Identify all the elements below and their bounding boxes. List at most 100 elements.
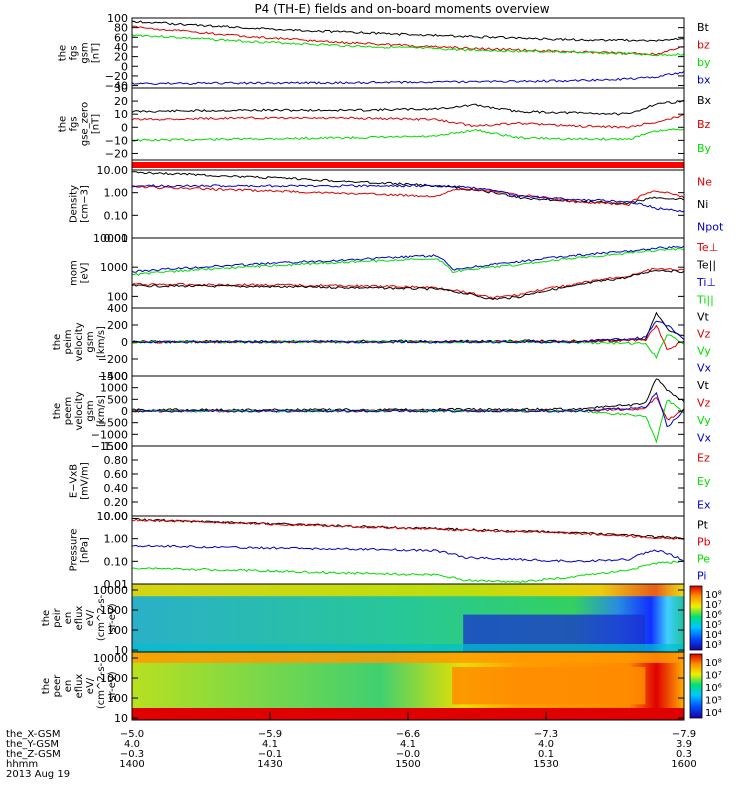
y-axis-label: [nPa]: [80, 537, 91, 563]
y-axis-label: the: [52, 403, 63, 419]
legend-label-Te||: Te||: [696, 258, 716, 271]
legend-label-Pb: Pb: [697, 536, 711, 549]
y-axis-label: [eV]: [80, 263, 91, 284]
y-tick-label: 0.20: [104, 496, 129, 509]
y-tick-label: 0: [121, 336, 128, 349]
legend-label-Vz: Vz: [697, 396, 711, 409]
legend-label-Vy: Vy: [697, 414, 711, 427]
y-tick-label: 0: [121, 121, 128, 134]
y-axis-label: Density: [69, 185, 80, 223]
y-tick-label: −40: [105, 80, 128, 93]
panel-5: 400 200 0 −200 −400 the peim velocity gsm [km/s] V…: [52, 302, 712, 383]
legend-label-Vx: Vx: [697, 431, 712, 444]
series-line-by: [131, 33, 685, 57]
series-line-Vz: [131, 324, 685, 350]
y-axis-label: the: [58, 116, 69, 132]
y-tick-label: 100: [107, 12, 128, 25]
legend-label-Bx: Bx: [697, 94, 712, 107]
colorbar-tick-label: 10⁷: [705, 671, 722, 682]
y-axis-label: en: [63, 680, 74, 693]
y-axis-label: peem: [63, 397, 74, 425]
y-tick-label: −1000: [91, 428, 128, 441]
legend-label-Ey: Ey: [697, 475, 711, 488]
y-axis-label: eflux: [74, 674, 85, 699]
y-tick-label: −1500: [91, 440, 128, 453]
series-line-By: [131, 128, 685, 142]
y-axis-label: peim: [63, 329, 74, 354]
y-tick-label: 10000: [93, 584, 128, 597]
x-axis-value: −0.1: [258, 749, 282, 760]
x-axis-row-label: the_X-GSM: [6, 729, 60, 740]
x-axis-value: −6.6: [396, 729, 420, 740]
panel-frame: [131, 159, 685, 171]
y-tick-label: 400: [107, 302, 128, 315]
y-tick-label: 80: [114, 22, 128, 35]
x-axis-value: −0.0: [396, 749, 420, 760]
legend-label-Ez: Ez: [697, 452, 710, 465]
y-tick-label: 10000: [93, 232, 128, 245]
panel-frame: [131, 169, 685, 239]
y-axis-label: sr-eV): [107, 603, 118, 632]
x-axis-value: 0.3: [676, 749, 692, 760]
y-tick-label: 1000: [100, 261, 128, 274]
y-tick-label: 30: [114, 82, 128, 95]
y-tick-label: −20: [105, 70, 128, 83]
colorbar-tick-label: 10⁴: [705, 630, 722, 641]
y-tick-label: 10.00: [97, 510, 129, 523]
legend-label-Vx: Vx: [697, 362, 712, 375]
x-axis-row-label: the_Y-GSM: [6, 739, 59, 750]
y-tick-label: −400: [98, 370, 128, 383]
spectrogram-electron-high-energy: [132, 652, 684, 663]
spectrogram-ion-high-energy: [132, 584, 684, 597]
x-axis-value: 1500: [395, 759, 420, 770]
y-axis-label: [nT]: [91, 43, 102, 63]
x-axis-value: 1530: [533, 759, 558, 770]
y-axis-label: (cm^2-s-: [96, 662, 107, 709]
series-line-Ne: [131, 185, 685, 207]
y-axis-label: [km/s]: [96, 395, 107, 427]
series-line-bx: [131, 70, 685, 86]
y-tick-label: 0.40: [104, 482, 129, 495]
series-line-Npot: [131, 184, 685, 213]
y-tick-label: 1.00: [104, 533, 129, 546]
y-tick-label: −200: [98, 353, 128, 366]
colorbar-tick-label: 10⁵: [705, 696, 722, 707]
y-axis-label: [nT]: [91, 114, 102, 134]
panel-4: 10000 1000 100 mom [eV] Te⊥ Te|| Ti⊥ Ti||: [69, 232, 718, 309]
y-axis-label: [km/s]: [96, 326, 107, 358]
x-axis-value: 3.9: [676, 739, 692, 750]
series-line-Ni: [132, 171, 685, 205]
x-axis-row-label: the_Z-GSM: [6, 749, 61, 760]
y-tick-label: 40: [114, 41, 128, 54]
y-tick-label: 60: [114, 31, 128, 44]
series-line-bz: [131, 25, 684, 56]
y-tick-label: 500: [107, 393, 128, 406]
y-tick-label: 10: [114, 712, 128, 725]
panel-frame: [131, 445, 685, 517]
x-axis-value: 1400: [119, 759, 144, 770]
y-axis-label: peir: [52, 607, 63, 627]
colorbar-tick-label: 10³: [705, 640, 722, 651]
y-tick-label: 0.10: [104, 209, 129, 222]
legend-label-bz: bz: [697, 38, 710, 51]
y-tick-label: 0.01: [104, 232, 129, 245]
y-tick-label: 0.60: [104, 468, 129, 481]
y-axis-label: gsm: [80, 42, 91, 63]
y-tick-label: 1.00: [104, 440, 129, 453]
y-axis-label: sr-eV): [107, 671, 118, 700]
y-axis-label: E−VxB: [69, 464, 80, 498]
series-line-Pe: [131, 560, 685, 584]
y-axis-label: Pressure: [69, 529, 80, 572]
y-tick-label: 1000: [100, 382, 128, 395]
y-tick-label: 200: [107, 319, 128, 332]
y-tick-label: 1000: [100, 604, 128, 617]
y-axis-label: [cm−3]: [80, 185, 91, 223]
legend-label-Vt: Vt: [697, 379, 710, 392]
series-line-Te||: [131, 269, 685, 300]
x-axis-value: 1600: [671, 759, 696, 770]
legend-label-Ti⊥: Ti⊥: [696, 276, 716, 289]
y-axis-label: gsm: [85, 400, 96, 421]
